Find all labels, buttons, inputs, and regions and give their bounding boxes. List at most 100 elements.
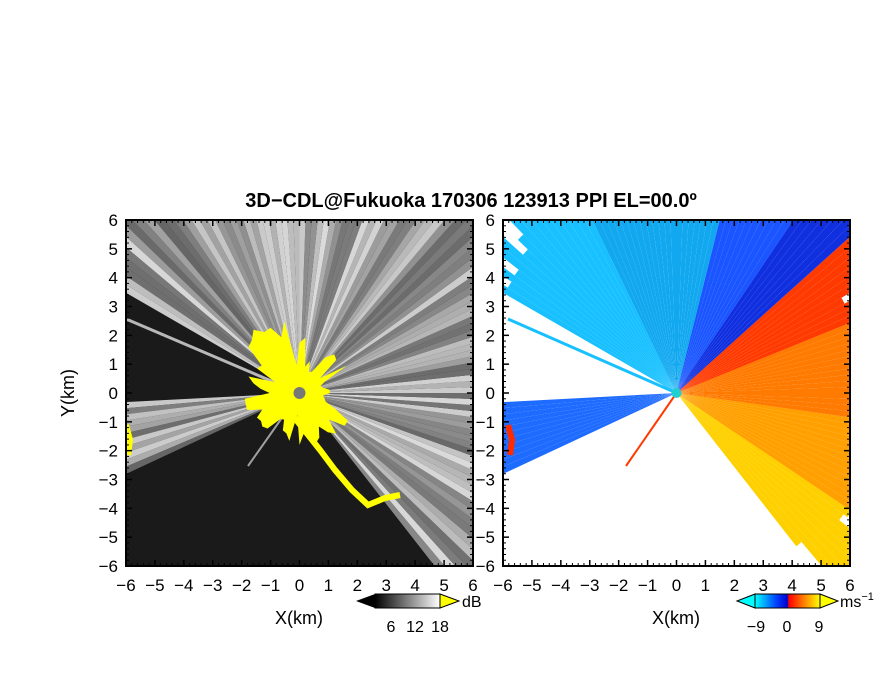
x-tick-label: −3 xyxy=(580,576,599,595)
intensity-ray xyxy=(303,393,473,406)
x-tick-label: 6 xyxy=(468,576,477,595)
velocity-ray xyxy=(551,220,675,390)
velocity-ray xyxy=(503,394,673,467)
velocity-ray xyxy=(568,220,675,390)
velocity-ray xyxy=(592,220,675,390)
y-tick-label: 4 xyxy=(486,269,495,288)
intensity-ray xyxy=(303,393,473,443)
y-tick-label: −1 xyxy=(476,413,495,432)
intensity-ray xyxy=(302,220,473,391)
velocity-ray xyxy=(514,269,674,391)
x-tick-label: 4 xyxy=(787,576,796,595)
y-tick-label: 6 xyxy=(486,211,495,230)
velocity-ray xyxy=(678,220,794,390)
y-tick-label: −3 xyxy=(476,471,495,490)
intensity-ray xyxy=(303,343,473,393)
intensity-y-axis-label: Y(km) xyxy=(58,369,78,417)
intensity-near-echo xyxy=(244,321,348,445)
intensity-ray xyxy=(301,220,435,390)
velocity-ray xyxy=(677,220,727,390)
x-tick-label: −5 xyxy=(522,576,541,595)
x-tick-label: 0 xyxy=(672,576,681,595)
intensity-colorbar-tick: 12 xyxy=(406,619,424,636)
velocity-ray xyxy=(680,394,850,471)
velocity-ray xyxy=(680,393,850,443)
velocity-ray xyxy=(599,220,676,390)
velocity-ray xyxy=(625,392,678,467)
intensity-ray xyxy=(302,395,456,566)
velocity-ray xyxy=(679,284,850,391)
velocity-ray xyxy=(670,220,677,390)
velocity-colorbar-tick: 9 xyxy=(815,619,824,636)
y-tick-label: −1 xyxy=(99,413,118,432)
velocity-ray xyxy=(652,220,677,390)
intensity-ray xyxy=(302,236,473,391)
y-tick-label: −6 xyxy=(99,557,118,576)
velocity-ray xyxy=(680,394,850,457)
velocity-ray xyxy=(626,220,676,390)
x-tick-label: −5 xyxy=(145,576,164,595)
intensity-ray xyxy=(302,395,473,539)
intensity-ray xyxy=(302,395,473,520)
velocity-ray xyxy=(503,393,673,427)
velocity-ray xyxy=(678,396,802,547)
intensity-ray xyxy=(303,329,473,392)
y-tick-label: −3 xyxy=(99,471,118,490)
intensity-ray xyxy=(303,315,473,392)
velocity-ray xyxy=(678,220,822,390)
y-tick-label: −2 xyxy=(99,442,118,461)
velocity-ray xyxy=(680,300,850,392)
velocity-ray xyxy=(658,220,677,390)
velocity-ray xyxy=(678,220,761,390)
velocity-colorbar-tick: −9 xyxy=(747,619,765,636)
intensity-ray xyxy=(303,394,473,478)
intensity-ray xyxy=(126,257,297,391)
velocity-ray xyxy=(678,220,785,390)
intensity-ray xyxy=(281,220,300,390)
intensity-ray xyxy=(303,393,473,430)
x-tick-label: 2 xyxy=(353,576,362,595)
y-tick-label: −2 xyxy=(476,442,495,461)
intensity-ray xyxy=(303,394,473,450)
velocity-ray xyxy=(676,220,683,390)
intensity-ray xyxy=(302,284,473,391)
intensity-ray xyxy=(300,220,356,390)
intensity-ray xyxy=(301,396,445,566)
velocity-ray xyxy=(639,220,676,390)
intensity-x-axis-label: X(km) xyxy=(275,608,323,628)
x-tick-label: −2 xyxy=(232,576,251,595)
velocity-ray xyxy=(680,393,850,430)
x-tick-label: 5 xyxy=(439,576,448,595)
velocity-ray xyxy=(559,220,675,390)
velocity-ray xyxy=(679,395,850,550)
intensity-ray xyxy=(300,220,363,390)
intensity-ray xyxy=(301,220,417,390)
velocity-ray xyxy=(503,394,673,447)
velocity-ray xyxy=(677,220,747,390)
velocity-ray xyxy=(517,234,674,391)
intensity-colorbar-unit: dB xyxy=(462,594,482,611)
velocity-ray xyxy=(680,394,850,486)
x-tick-label: 3 xyxy=(759,576,768,595)
intensity-ray xyxy=(302,225,473,391)
intensity-ray xyxy=(300,220,377,390)
velocity-ray xyxy=(503,393,673,421)
y-tick-label: −4 xyxy=(476,499,495,518)
velocity-ray xyxy=(613,220,676,390)
y-tick-label: 1 xyxy=(486,355,495,374)
x-tick-label: 3 xyxy=(382,576,391,595)
velocity-ray xyxy=(620,220,676,390)
intensity-ray xyxy=(268,220,299,390)
velocity-panel xyxy=(503,220,850,566)
intensity-ray xyxy=(303,393,473,437)
velocity-ray xyxy=(679,225,850,391)
x-tick-label: −2 xyxy=(609,576,628,595)
intensity-ray xyxy=(126,284,297,391)
intensity-ray xyxy=(300,220,350,390)
velocity-ray xyxy=(679,395,850,539)
y-tick-label: 6 xyxy=(109,211,118,230)
intensity-ray xyxy=(302,395,473,550)
velocity-ray xyxy=(679,395,844,521)
velocity-ray xyxy=(680,394,850,450)
intensity-ray xyxy=(126,266,297,391)
